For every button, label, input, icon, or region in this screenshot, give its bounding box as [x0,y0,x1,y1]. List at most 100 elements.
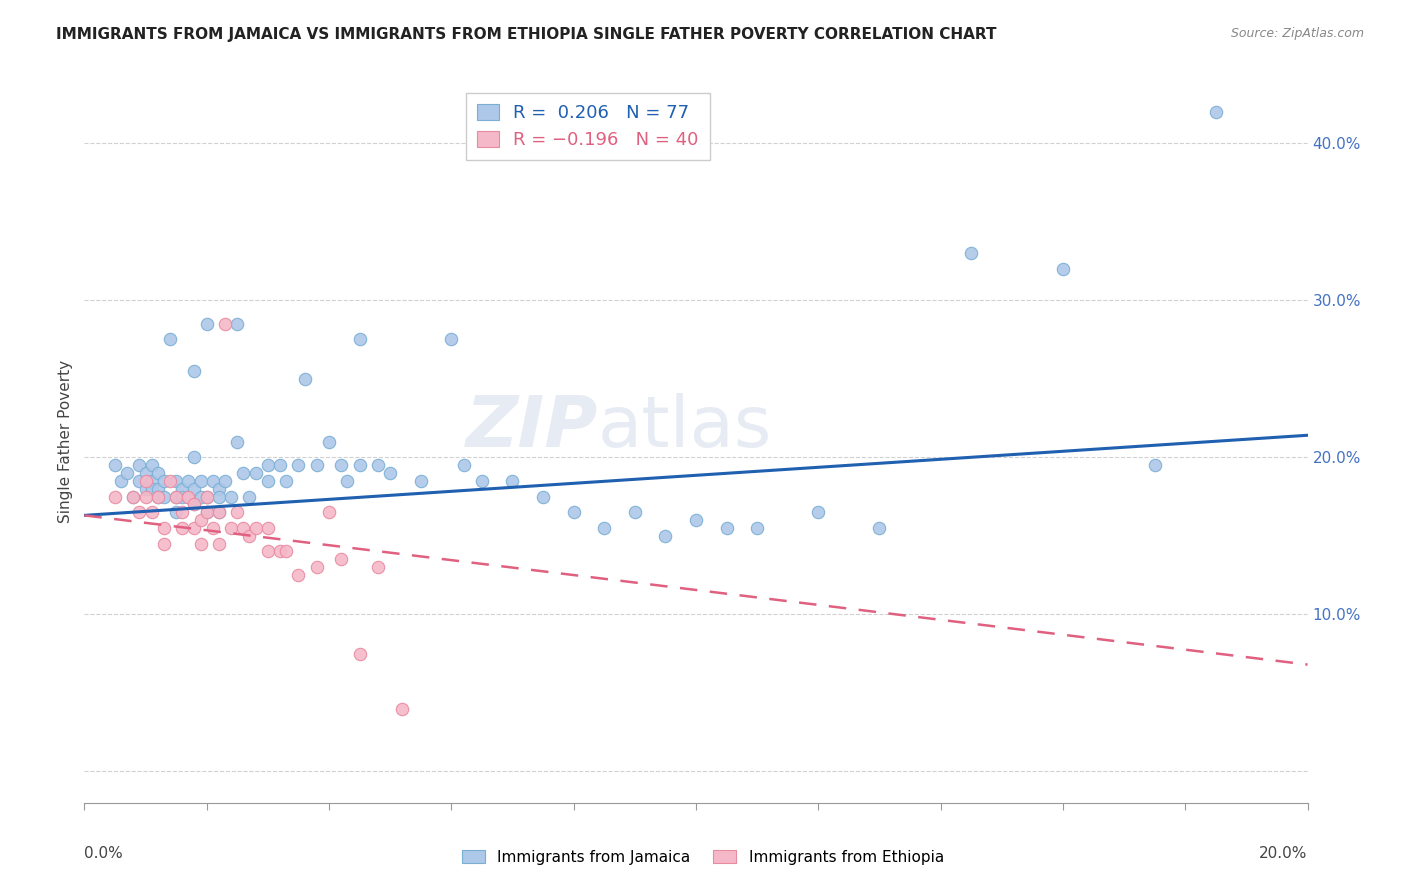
Point [349,333,371,347]
Point [257,474,280,488]
Point [245,466,267,480]
Point [165,505,187,519]
Point [226,317,249,331]
Point [135,466,157,480]
Point [172,482,194,496]
Point [960,246,983,260]
Point [257,458,280,472]
Point [183,482,205,496]
Point [318,434,340,449]
Text: IMMIGRANTS FROM JAMAICA VS IMMIGRANTS FROM ETHIOPIA SINGLE FATHER POVERTY CORREL: IMMIGRANTS FROM JAMAICA VS IMMIGRANTS FR… [56,27,997,42]
Point [172,505,194,519]
Point [141,505,163,519]
Point [1052,261,1074,276]
Point [195,505,218,519]
Point [165,474,187,488]
Point [367,458,389,472]
Point [153,536,176,550]
Point [226,434,249,449]
Point [190,490,212,504]
Point [305,560,328,574]
Point [287,568,309,582]
Point [159,333,181,347]
Point [409,474,432,488]
Point [208,536,231,550]
Point [159,474,181,488]
Point [135,482,157,496]
Point [128,474,150,488]
Point [141,474,163,488]
Point [177,490,200,504]
Point [367,560,389,574]
Point [305,458,328,472]
Point [165,490,187,504]
Point [232,466,254,480]
Point [330,458,353,472]
Point [201,474,224,488]
Point [172,521,194,535]
Point [190,513,212,527]
Point [214,317,236,331]
Point [122,490,145,504]
Point [146,466,169,480]
Point [318,505,340,519]
Point [330,552,353,566]
Point [214,474,236,488]
Point [502,474,524,488]
Point [153,474,176,488]
Point [183,450,205,465]
Point [153,490,176,504]
Point [257,521,280,535]
Point [208,505,231,519]
Point [115,466,138,480]
Point [276,474,298,488]
Point [135,474,157,488]
Point [172,490,194,504]
Legend: Immigrants from Jamaica, Immigrants from Ethiopia: Immigrants from Jamaica, Immigrants from… [456,844,950,871]
Point [104,490,127,504]
Point [380,466,402,480]
Text: 0.0%: 0.0% [84,847,124,861]
Point [201,521,224,535]
Point [226,505,249,519]
Point [349,458,371,472]
Point [391,701,413,715]
Point [624,505,647,519]
Point [593,521,616,535]
Point [219,521,242,535]
Point [208,490,231,504]
Point [104,458,127,472]
Point [1143,458,1166,472]
Point [177,490,200,504]
Point [685,513,707,527]
Point [165,490,187,504]
Point [128,458,150,472]
Point [183,497,205,511]
Point [562,505,585,519]
Point [453,458,475,472]
Point [219,490,242,504]
Point [257,544,280,558]
Point [195,317,218,331]
Text: 20.0%: 20.0% [1260,847,1308,861]
Point [146,490,169,504]
Legend: R =  0.206   N = 77, R = −0.196   N = 40: R = 0.206 N = 77, R = −0.196 N = 40 [467,93,710,161]
Point [440,333,463,347]
Point [349,647,371,661]
Point [232,521,254,535]
Point [183,521,205,535]
Point [471,474,494,488]
Point [807,505,830,519]
Point [238,490,260,504]
Point [747,521,769,535]
Text: atlas: atlas [598,392,772,461]
Text: Source: ZipAtlas.com: Source: ZipAtlas.com [1230,27,1364,40]
Point [153,521,176,535]
Point [654,529,676,543]
Point [294,372,316,386]
Point [245,521,267,535]
Point [146,482,169,496]
Point [287,458,309,472]
Point [141,482,163,496]
Point [190,474,212,488]
